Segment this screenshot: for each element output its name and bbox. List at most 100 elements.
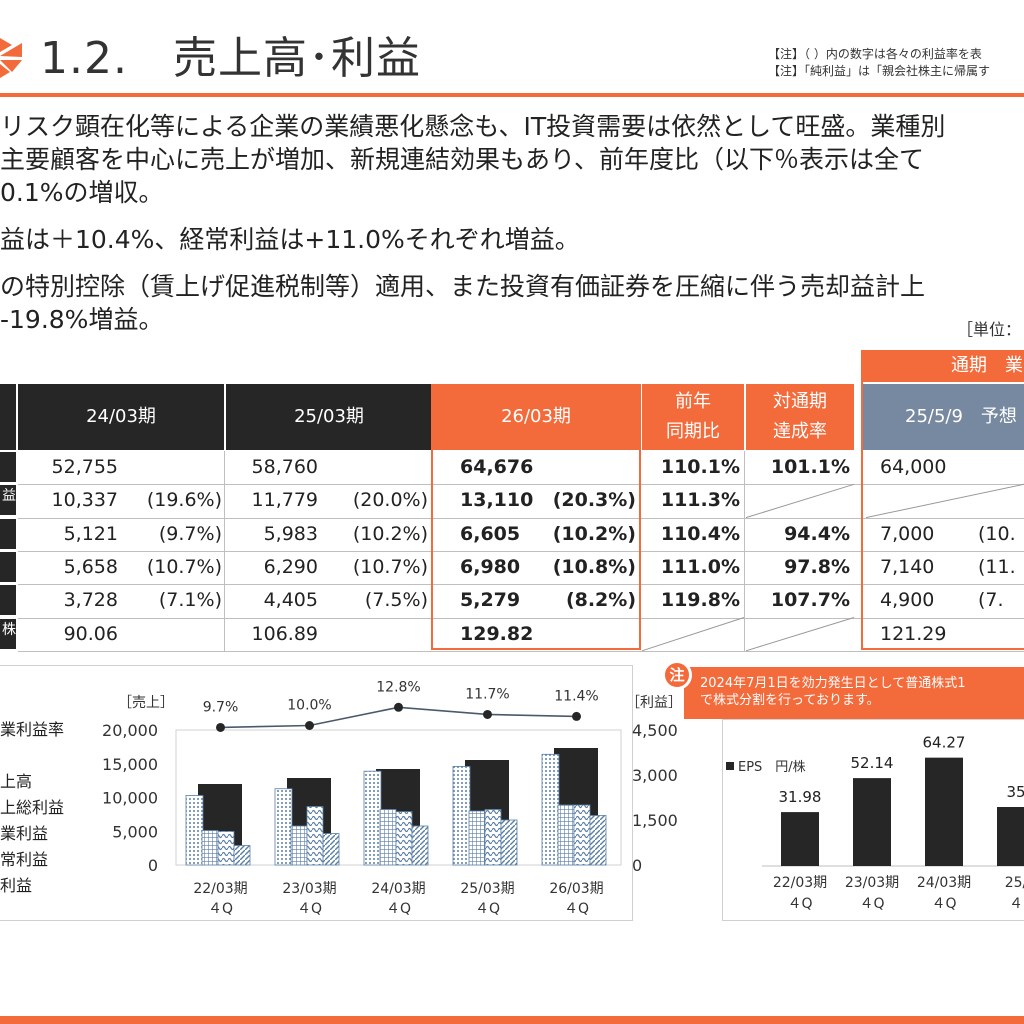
- cell-achieve: 101.1%: [770, 456, 850, 478]
- x-tick-label: ４Q: [386, 901, 411, 917]
- row-label: [0, 518, 16, 549]
- body-line: の特別控除（賃上げ促進税制等）適用、また投資有価証券を圧縮に伴う売却益計上: [0, 272, 926, 301]
- x-tick-label: 26/03期: [549, 881, 603, 897]
- cell-fy25-pct: (20.0%): [352, 489, 428, 512]
- row-label: 益: [0, 485, 16, 516]
- bar-net-profit: [589, 815, 607, 866]
- header-achievement: 対通期 達成率: [746, 384, 854, 450]
- cell-fy26-pct: (10.2%): [552, 522, 636, 545]
- header-fy26: 26/03期: [432, 384, 640, 450]
- row-label: [0, 551, 16, 582]
- header-fy24: 24/03期: [18, 384, 224, 450]
- stock-split-note: 2024年7月1日を効力発生日として普通株式1 で株式分割を行っております。: [684, 667, 1024, 719]
- body-line: 主要顧客を中心に売上が増加、新規連結効果もあり、前年度比（以下％表示は全て: [0, 145, 925, 174]
- cell-yoy: 110.1%: [660, 456, 740, 478]
- cell-fy24: 52,755: [51, 456, 118, 478]
- bar-operating-profit: [557, 804, 575, 866]
- eps-legend-label: EPS 円/株: [738, 760, 806, 775]
- cell-fy26: 64,676: [460, 456, 534, 478]
- legend-item: 上総利益: [0, 798, 65, 817]
- cell-fy24-pct: (7.1%): [158, 589, 222, 612]
- header-yoy-line: 前年: [675, 391, 711, 412]
- cell-forecast: 7,140: [880, 555, 935, 578]
- cell-achieve: 97.8%: [784, 555, 850, 578]
- bar-ordinary-profit: [573, 804, 591, 866]
- point-operating-margin: [572, 711, 581, 721]
- page-notes: 【注】（ ）内の数字は各々の利益率を表 【注】「純利益」は「親会社株主に帰属す: [768, 46, 990, 80]
- note-text-line: 2024年7月1日を効力発生日として普通株式1: [700, 676, 966, 691]
- left-tick-label: 0: [148, 856, 158, 875]
- cell-fy26: 129.82: [460, 622, 534, 645]
- cell-forecast: 64,000: [880, 456, 947, 478]
- eps-value-label: 52.14: [851, 754, 894, 772]
- legend-item: 上高: [0, 772, 33, 791]
- right-tick-label: 3,000: [632, 766, 678, 785]
- cell-forecast: 4,900: [880, 589, 935, 612]
- cell-forecast-pct: (10.: [978, 522, 1016, 545]
- x-tick-label: ４Q: [208, 901, 233, 917]
- cell-fy26: 5,279: [460, 589, 521, 612]
- bar-ordinary-profit: [217, 830, 235, 866]
- eps-bar: [853, 778, 891, 866]
- cell-fy26: 6,980: [460, 555, 521, 578]
- eps-bar: [925, 757, 963, 866]
- bar-net-profit: [322, 833, 340, 866]
- cell-fy26-pct: (20.3%): [552, 489, 636, 512]
- cell-fy24: 5,658: [63, 555, 118, 578]
- bar-net-profit: [500, 819, 518, 866]
- bar-sales: [541, 753, 560, 866]
- row-divider: [18, 550, 1024, 552]
- cell-fy25: 58,760: [251, 456, 318, 478]
- eps-bar: [997, 807, 1024, 866]
- company-logo-icon: [0, 38, 22, 78]
- eps-x-tick-label: ４Q: [859, 896, 884, 912]
- cell-achieve: 94.4%: [784, 522, 850, 545]
- eps-value-label: 35: [1006, 783, 1024, 801]
- cell-fy25: 106.89: [251, 622, 318, 645]
- x-tick-label: 23/03期: [282, 881, 336, 897]
- left-axis-label: ［売上］: [118, 695, 174, 711]
- cell-fy26-pct: (8.2%): [565, 589, 636, 612]
- cell-yoy: 111.3%: [660, 489, 740, 512]
- right-tick-label: 0: [632, 856, 642, 875]
- row-divider: [18, 584, 1024, 586]
- financials-chart-frame: [0, 665, 633, 921]
- cell-fy25-pct: (10.2%): [352, 522, 428, 545]
- header-forecast: 25/5/9 予想: [863, 384, 1024, 450]
- eps-x-tick-label: ４Q: [931, 896, 956, 912]
- header-achievement-line: 対通期: [773, 391, 827, 412]
- cell-fy25-pct: (7.5%): [364, 589, 428, 612]
- row-divider: [18, 650, 1024, 652]
- x-tick-label: ４Q: [297, 901, 322, 917]
- x-tick-label: ４Q: [564, 901, 589, 917]
- point-operating-margin: [483, 709, 492, 719]
- bar-operating-profit: [201, 830, 219, 866]
- legend-item: 利益: [0, 876, 33, 895]
- cell-forecast: 121.29: [880, 622, 947, 645]
- cell-fy25: 6,290: [263, 555, 318, 578]
- bar-ordinary-profit: [306, 806, 324, 866]
- cell-achieve: 107.7%: [770, 589, 850, 612]
- header-yoy-line: 同期比: [666, 421, 720, 442]
- margin-data-label: 9.7%: [203, 699, 239, 715]
- cell-fy24: 3,728: [63, 589, 118, 612]
- bar-ordinary-profit: [395, 811, 413, 866]
- empty-cell-slashes: [641, 483, 1024, 652]
- x-tick-label: 22/03期: [193, 881, 247, 897]
- margin-data-label: 11.7%: [465, 686, 509, 702]
- title-divider: [0, 93, 1024, 97]
- eps-x-tick-label: ４: [1009, 896, 1023, 912]
- body-line: 益は＋10.4%、経常利益は+11.0%それぞれ増益。: [0, 225, 580, 254]
- cell-fy26-pct: (10.8%): [552, 555, 636, 578]
- body-line: 0.1%の増収。: [0, 178, 164, 207]
- empty-cell-slash: [745, 617, 855, 652]
- point-operating-margin: [305, 721, 314, 730]
- cell-fy24-pct: (9.7%): [158, 522, 222, 545]
- row-label: [0, 585, 16, 616]
- cell-fy25: 4,405: [263, 589, 318, 612]
- legend-item: 常利益: [0, 850, 49, 869]
- header-yoy: 前年 同期比: [642, 384, 744, 450]
- bar-sales: [274, 788, 293, 866]
- forecast-group-header: 通期 業: [861, 350, 1024, 382]
- bar-operating-profit: [290, 825, 308, 866]
